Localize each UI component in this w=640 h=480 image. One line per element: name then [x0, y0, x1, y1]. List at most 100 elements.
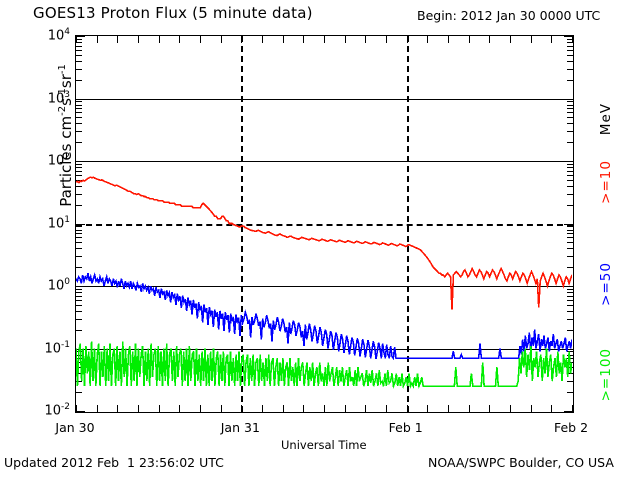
y-tick	[567, 123, 573, 125]
y-tick	[76, 112, 82, 114]
x-tick	[324, 405, 325, 412]
y-tick-label: 10-1	[44, 339, 70, 356]
x-tick	[365, 36, 367, 43]
x-tick	[344, 36, 346, 43]
gridline-y-1000	[76, 98, 573, 100]
y-tick	[567, 38, 573, 40]
x-tick-label: Feb 2	[553, 420, 589, 435]
y-tick	[76, 329, 82, 331]
y-tick-label: 103	[47, 89, 70, 106]
y-tick	[567, 131, 573, 133]
x-tick	[510, 405, 511, 412]
y-tick	[76, 131, 82, 133]
x-tick	[262, 405, 263, 412]
x-tick	[551, 36, 553, 43]
y-tick	[76, 223, 85, 225]
y-tick	[567, 79, 573, 81]
y-tick	[567, 170, 573, 172]
legend-label-series-2: >=50	[598, 262, 614, 306]
y-tick	[567, 310, 573, 312]
y-tick	[567, 288, 573, 290]
y-tick	[76, 108, 82, 110]
y-tick	[76, 38, 82, 40]
gridline-y-1	[76, 286, 573, 287]
y-tick	[567, 163, 573, 165]
x-tick	[551, 405, 553, 412]
y-tick	[567, 60, 573, 62]
series-line	[76, 176, 572, 310]
y-tick	[567, 42, 573, 44]
y-tick-label: 10-2	[44, 402, 70, 419]
x-tick	[76, 405, 77, 412]
y-tick	[76, 318, 82, 320]
series-line	[76, 341, 572, 390]
x-tick	[179, 405, 181, 412]
y-tick	[76, 170, 82, 172]
y-tick	[76, 161, 85, 162]
y-tick	[567, 237, 573, 239]
x-tick	[406, 36, 408, 43]
x-tick	[303, 36, 305, 43]
y-tick	[76, 174, 82, 176]
x-tick	[427, 405, 429, 412]
series-clip	[76, 36, 573, 412]
y-tick	[564, 348, 573, 350]
x-tick	[468, 36, 470, 43]
page-title: GOES13 Proton Flux (5 minute data)	[33, 4, 313, 22]
x-tick	[117, 36, 119, 43]
y-tick	[567, 292, 573, 294]
x-tick	[158, 36, 160, 43]
y-tick	[567, 248, 573, 250]
y-tick	[76, 373, 82, 375]
plot-area	[75, 35, 574, 413]
y-tick	[76, 226, 82, 228]
x-tick	[427, 36, 429, 43]
y-tick-label: 102	[47, 152, 70, 169]
y-tick	[567, 108, 573, 110]
y-tick	[76, 204, 82, 206]
y-tick	[567, 381, 573, 383]
x-tick	[530, 36, 532, 43]
credit-label: NOAA/SWPC Boulder, CO USA	[428, 455, 614, 470]
x-tick	[282, 36, 284, 43]
y-tick	[76, 237, 82, 239]
y-tick	[567, 179, 573, 181]
series-line	[76, 272, 572, 361]
x-tick	[386, 405, 387, 412]
y-tick	[567, 204, 573, 206]
y-tick	[567, 392, 573, 394]
x-tick	[386, 36, 387, 43]
y-tick	[567, 142, 573, 144]
y-tick	[76, 411, 85, 412]
x-tick	[179, 36, 181, 43]
x-tick	[572, 405, 573, 412]
y-tick	[76, 392, 82, 394]
y-tick	[567, 242, 573, 244]
x-tick	[510, 36, 511, 43]
gridline-y-0.1	[76, 348, 573, 350]
y-tick	[567, 295, 573, 297]
x-tick	[76, 36, 77, 43]
y-tick	[76, 179, 82, 181]
x-tick-label: Jan 30	[55, 420, 95, 435]
updated-timestamp: Updated 2012 Feb 1 23:56:02 UTC	[4, 455, 224, 470]
x-tick	[448, 36, 449, 43]
y-tick	[76, 193, 82, 195]
y-tick	[76, 267, 82, 269]
y-tick	[76, 295, 82, 297]
y-tick	[76, 142, 82, 144]
y-tick	[564, 286, 573, 287]
y-tick	[76, 185, 82, 187]
y-tick	[567, 45, 573, 47]
y-tick	[567, 174, 573, 176]
y-tick	[76, 98, 85, 100]
y-tick	[76, 167, 82, 169]
x-tick	[448, 405, 449, 412]
y-tick	[76, 256, 82, 258]
y-tick	[76, 104, 82, 106]
legend-label-series-1: >=10	[598, 160, 614, 204]
y-tick	[76, 367, 82, 369]
y-tick	[567, 233, 573, 235]
y-tick	[567, 101, 573, 103]
